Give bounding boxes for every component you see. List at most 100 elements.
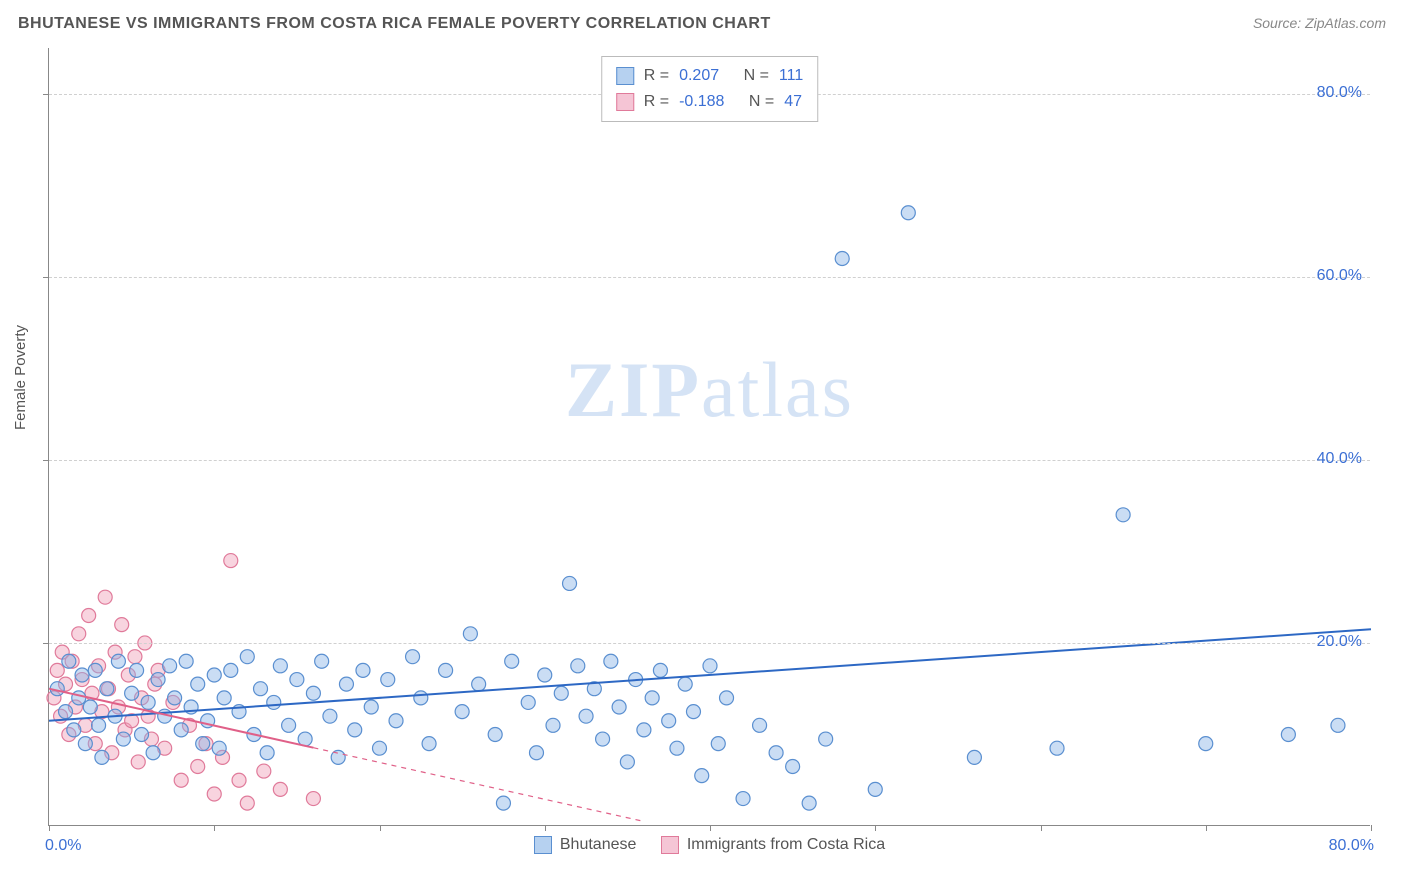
n-value-1: 111 (779, 63, 803, 89)
data-point (1281, 727, 1295, 741)
data-point (135, 727, 149, 741)
data-point (373, 741, 387, 755)
data-point (100, 682, 114, 696)
data-point (323, 709, 337, 723)
data-point (67, 723, 81, 737)
data-point (72, 691, 86, 705)
data-point (364, 700, 378, 714)
data-point (315, 654, 329, 668)
data-point (146, 746, 160, 760)
data-point (645, 691, 659, 705)
x-tick (1041, 825, 1042, 831)
data-point (174, 773, 188, 787)
data-point (703, 659, 717, 673)
data-point (753, 718, 767, 732)
data-point (88, 663, 102, 677)
data-point (128, 650, 142, 664)
data-point (196, 737, 210, 751)
swatch-bhutanese-icon (534, 836, 552, 854)
data-point (901, 206, 915, 220)
chart-title: BHUTANESE VS IMMIGRANTS FROM COSTA RICA … (18, 15, 771, 33)
legend-row-series-1: R = 0.207 N = 111 (616, 63, 804, 89)
data-point (422, 737, 436, 751)
data-point (612, 700, 626, 714)
data-point (131, 755, 145, 769)
data-point (273, 782, 287, 796)
data-point (240, 796, 254, 810)
data-point (232, 773, 246, 787)
data-point (356, 663, 370, 677)
data-point (571, 659, 585, 673)
data-point (207, 787, 221, 801)
data-point (98, 590, 112, 604)
data-point (819, 732, 833, 746)
data-point (463, 627, 477, 641)
data-point (662, 714, 676, 728)
data-point (212, 741, 226, 755)
data-point (163, 659, 177, 673)
data-point (267, 695, 281, 709)
data-point (125, 686, 139, 700)
data-point (678, 677, 692, 691)
data-point (224, 554, 238, 568)
data-point (414, 691, 428, 705)
data-point (439, 663, 453, 677)
data-point (505, 654, 519, 668)
data-point (786, 760, 800, 774)
data-point (207, 668, 221, 682)
chart-plot-area: ZIPatlas R = 0.207 N = 111 R = -0.188 N … (48, 48, 1370, 826)
n-label: N = (744, 63, 769, 89)
data-point (50, 663, 64, 677)
data-point (306, 686, 320, 700)
data-point (1050, 741, 1064, 755)
scatter-svg (49, 48, 1370, 825)
data-point (240, 650, 254, 664)
x-tick-label: 80.0% (1329, 837, 1374, 855)
swatch-bhutanese-icon (616, 67, 634, 85)
data-point (579, 709, 593, 723)
data-point (116, 732, 130, 746)
correlation-legend: R = 0.207 N = 111 R = -0.188 N = 47 (601, 56, 819, 122)
data-point (141, 695, 155, 709)
r-label: R = (644, 63, 669, 89)
data-point (83, 700, 97, 714)
data-point (686, 705, 700, 719)
legend-label-2: Immigrants from Costa Rica (687, 836, 885, 854)
data-point (653, 663, 667, 677)
data-point (720, 691, 734, 705)
data-point (596, 732, 610, 746)
legend-label-1: Bhutanese (560, 836, 637, 854)
data-point (174, 723, 188, 737)
data-point (92, 718, 106, 732)
data-point (59, 705, 73, 719)
y-tick (43, 94, 49, 95)
x-tick (1371, 825, 1372, 831)
data-point (111, 654, 125, 668)
data-point (736, 792, 750, 806)
legend-item-costa-rica: Immigrants from Costa Rica (661, 836, 885, 854)
y-tick (43, 460, 49, 461)
data-point (348, 723, 362, 737)
data-point (711, 737, 725, 751)
data-point (529, 746, 543, 760)
n-label: N = (749, 89, 774, 115)
y-tick-label: 40.0% (1317, 450, 1362, 468)
data-point (381, 673, 395, 687)
data-point (130, 663, 144, 677)
data-point (282, 718, 296, 732)
gridline (49, 643, 1370, 644)
data-point (191, 760, 205, 774)
data-point (835, 252, 849, 266)
y-axis-label: Female Poverty (12, 325, 29, 430)
data-point (620, 755, 634, 769)
data-point (488, 727, 502, 741)
trend-line-costa-rica-extrapolated (313, 748, 644, 822)
x-tick (214, 825, 215, 831)
data-point (72, 627, 86, 641)
data-point (179, 654, 193, 668)
data-point (217, 691, 231, 705)
x-tick (875, 825, 876, 831)
x-tick-label: 0.0% (45, 837, 81, 855)
x-tick (1206, 825, 1207, 831)
data-point (78, 737, 92, 751)
